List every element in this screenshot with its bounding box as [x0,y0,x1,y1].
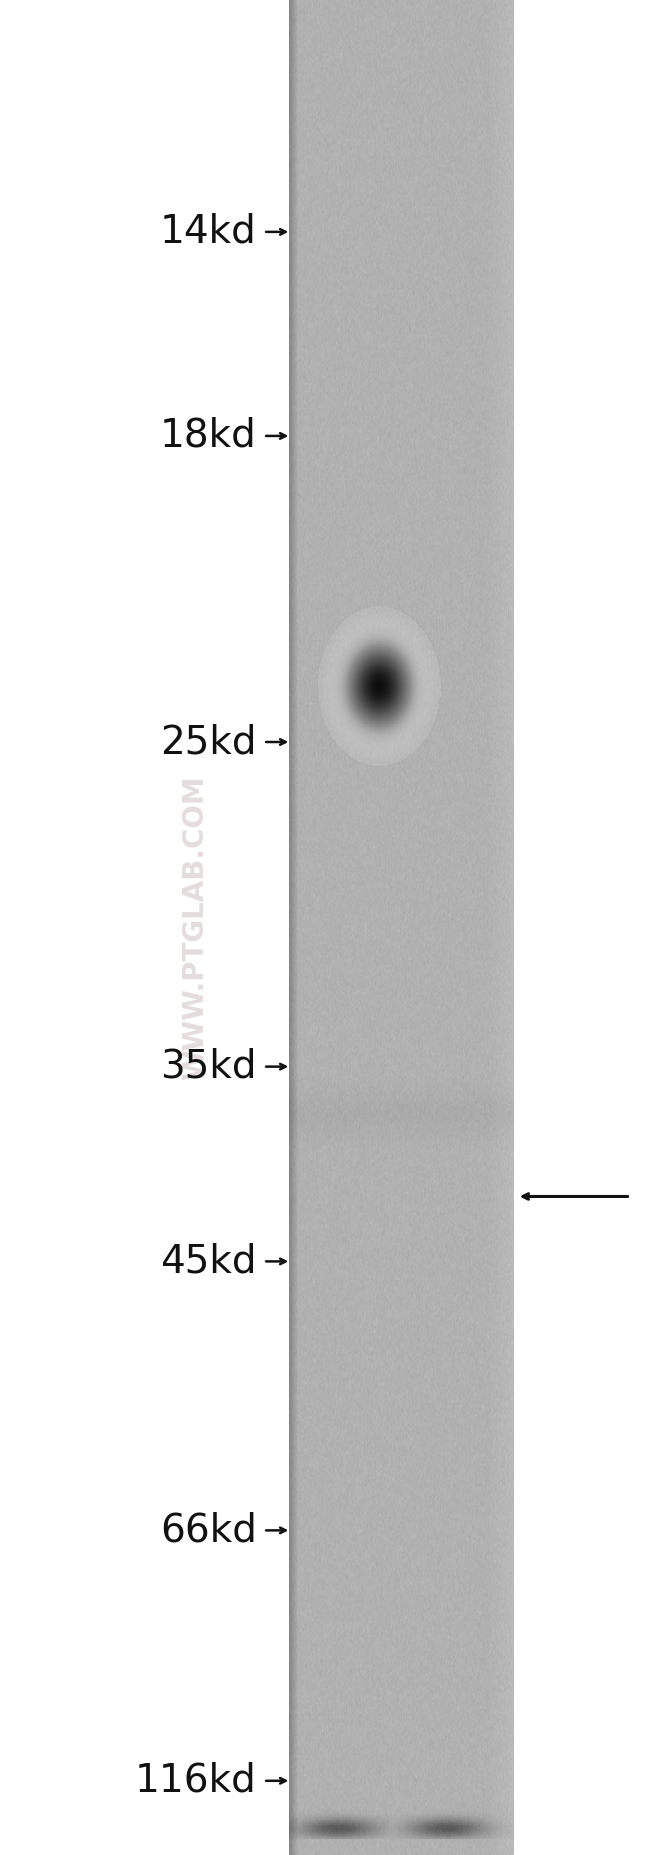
Text: 116kd: 116kd [135,1762,257,1799]
Text: 45kd: 45kd [161,1243,257,1280]
Text: 35kd: 35kd [161,1048,257,1085]
Text: 14kd: 14kd [160,213,257,250]
Text: WWW.PTGLAB.COM: WWW.PTGLAB.COM [181,775,209,1080]
Text: 25kd: 25kd [161,723,257,761]
Text: 66kd: 66kd [160,1512,257,1549]
Text: 18kd: 18kd [160,417,257,454]
